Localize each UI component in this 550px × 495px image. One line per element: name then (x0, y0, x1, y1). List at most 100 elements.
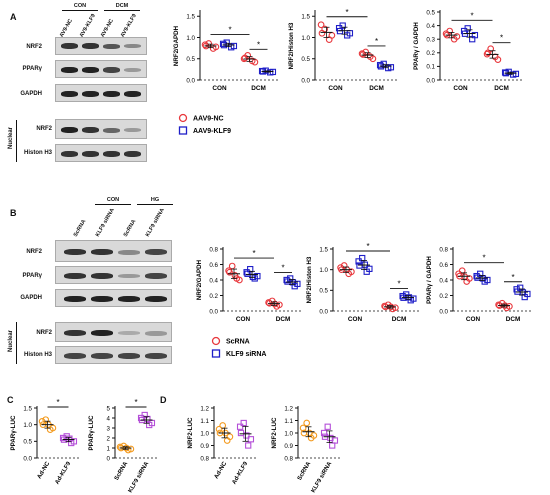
data-point (487, 45, 495, 53)
panel-b-blot-ppar (55, 266, 172, 284)
data-point (358, 50, 366, 58)
data-point (215, 425, 223, 433)
panel-a-group-con-line (62, 10, 98, 11)
sig-star: * (500, 34, 503, 43)
y-tick-label: 1.2 (200, 405, 209, 412)
data-point (276, 301, 283, 309)
legend-marker-b-scrna (211, 336, 221, 346)
x-tick-label: Ad-NC (37, 460, 52, 480)
y-tick-label: 0.5 (301, 56, 310, 63)
y-tick-label: 0.5 (319, 288, 328, 295)
panel-b-lane-2: KLF9 siRNA (94, 207, 116, 238)
y-tick-label: 0.8 (200, 455, 209, 462)
data-point (321, 25, 329, 33)
legend-marker-b-sirna (211, 349, 221, 358)
panel-b-blot-nrf2 (55, 240, 172, 262)
data-point (473, 272, 480, 280)
panel-b-blot-label-gapdh: GAPDH (20, 295, 42, 301)
data-point (237, 429, 245, 437)
x-tick-label: CON (348, 316, 363, 323)
panel-b-lane-3: ScRNA (122, 218, 138, 238)
x-tick-label: ScRNA (297, 460, 313, 481)
panel-b-nuclear-label: Nuclear (8, 330, 14, 353)
y-tick-label: 0.9 (284, 443, 293, 450)
y-axis-label: PPARγ / GAPDH (413, 22, 420, 70)
panel-a-nuclear-bracket (16, 120, 17, 162)
panel-b-blot-nuclear-nrf2 (55, 322, 172, 342)
y-tick-label: 1.0 (23, 422, 32, 429)
data-point (324, 423, 331, 430)
y-tick-label: 0.0 (209, 308, 218, 315)
y-tick-label: 0.2 (439, 293, 448, 300)
y-tick-label: 1.5 (186, 14, 195, 21)
data-point (495, 301, 502, 309)
y-tick-label: 0.6 (439, 262, 448, 269)
data-point (230, 42, 238, 50)
y-tick-label: 1.2 (284, 405, 293, 412)
data-point (327, 434, 334, 442)
x-tick-label: Ad-NC (214, 460, 229, 480)
x-tick-label: CON (466, 316, 481, 323)
panel-b-letter: B (10, 208, 17, 218)
data-point (410, 295, 417, 302)
legend-label-a-klf9: AAV9-KLF9 (193, 128, 231, 135)
data-point (387, 64, 395, 71)
panel-b-blot-gapdh (55, 289, 172, 307)
sig-star: * (134, 398, 137, 407)
y-tick-label: 0.0 (319, 308, 328, 315)
x-tick-label: DCM (494, 85, 509, 92)
legend-label-b-sirna: KLF9 siRNA (226, 351, 266, 358)
y-tick-label: 0.5 (23, 439, 32, 446)
y-tick-label: 0.1 (426, 64, 435, 71)
panel-b-blot-histone (55, 346, 172, 364)
data-point (392, 304, 399, 312)
y-tick-label: 0.5 (426, 9, 435, 16)
sig-star: * (228, 26, 231, 35)
y-tick-label: 1.1 (200, 418, 209, 425)
panel-b-nuclear-bracket (16, 322, 17, 364)
y-tick-label: 0.4 (439, 277, 448, 284)
chart-a-ppar-gapdh: 0.0 0.1 0.2 0.3 0.4 0.5 PPARγ / GAPDH CON DCM * * (413, 9, 522, 92)
data-point (59, 434, 67, 442)
y-tick-label: 1.1 (284, 418, 293, 425)
data-point (328, 32, 336, 39)
y-tick-label: 1.0 (200, 430, 209, 437)
y-tick-label: 0.2 (209, 293, 218, 300)
panel-a-nuclear-label: Nuclear (8, 127, 14, 150)
x-tick-label: Ad-KLF9 (232, 460, 250, 485)
panel-a-group-dcm: DCM (115, 3, 129, 9)
y-axis-label: PPARγ-LUC (10, 415, 17, 450)
y-tick-label: 2 (107, 435, 111, 442)
x-tick-label: CON (236, 316, 251, 323)
x-tick-label: KLF9 siRNA (311, 460, 334, 493)
y-axis-label: PPARγ / GAPDH (426, 256, 433, 304)
data-point (359, 254, 366, 262)
data-point (366, 265, 373, 272)
y-tick-label: 0.0 (426, 77, 435, 84)
panel-b-group-con: CON (106, 197, 120, 203)
y-tick-label: 0.4 (426, 23, 435, 30)
data-point (355, 258, 362, 265)
y-tick-label: 0 (107, 455, 111, 462)
panel-a-blot-gapdh (55, 84, 147, 102)
panel-a-blot-label-histone: Histon H3 (23, 150, 52, 156)
data-point (369, 55, 377, 63)
y-tick-label: 1 (107, 445, 111, 452)
y-tick-label: 0.3 (426, 37, 435, 44)
panel-a-group-dcm-line (104, 10, 140, 11)
y-axis-label: NRF2/Histon H3 (306, 256, 313, 303)
chart-b-ppar-gapdh: 0.0 0.2 0.4 0.6 0.8 PPARγ / GAPDH CON DCM * * (426, 246, 533, 323)
data-point (265, 299, 272, 306)
panel-a-blot-nrf2 (55, 37, 147, 55)
data-point (399, 292, 406, 300)
y-axis-label: NRF2/GAPDH (173, 25, 180, 66)
y-axis-label: PPARγ-LUC (88, 415, 95, 450)
y-tick-label: 1.0 (284, 430, 293, 437)
panel-a-blot-ppar (55, 60, 147, 78)
sig-star: * (252, 249, 255, 258)
sig-star: * (470, 11, 473, 20)
chart-b-nrf2-gapdh: 0.0 0.2 0.4 0.6 0.8 NRF2/GAPDH CON DCM * * (196, 246, 303, 323)
y-tick-label: 0.4 (209, 277, 218, 284)
